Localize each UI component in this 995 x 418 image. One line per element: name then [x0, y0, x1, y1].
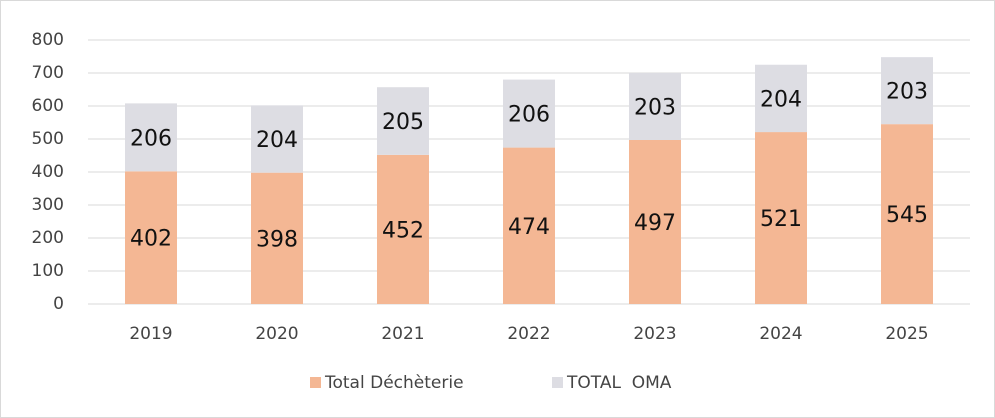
bar-segment — [503, 79, 555, 148]
y-tick-label: 400 — [32, 162, 64, 182]
data-label: 545 — [886, 203, 928, 228]
legend-swatch — [310, 377, 321, 388]
y-tick-label: 800 — [32, 30, 64, 50]
y-tick-label: 500 — [32, 129, 64, 149]
bar-segment — [125, 171, 177, 304]
data-label: 206 — [508, 103, 550, 128]
y-tick-label: 0 — [53, 294, 64, 314]
data-label: 452 — [382, 218, 424, 243]
bar-segment — [503, 147, 555, 304]
data-label: 521 — [760, 207, 802, 232]
x-tick-label: 2022 — [507, 324, 550, 344]
bar-segment — [629, 73, 681, 140]
y-tick-label: 200 — [32, 228, 64, 248]
bar-segment — [125, 103, 177, 172]
bar-segment — [377, 154, 429, 304]
bar-segment — [755, 132, 807, 304]
y-tick-label: 300 — [32, 195, 64, 215]
x-tick-label: 2024 — [759, 324, 802, 344]
y-tick-label: 700 — [32, 63, 64, 83]
bar-segment — [377, 87, 429, 155]
bar-segment — [755, 64, 807, 133]
data-label: 402 — [130, 227, 172, 252]
legend-label: TOTAL OMA — [566, 373, 672, 393]
bar-segment — [881, 124, 933, 305]
x-tick-label: 2020 — [255, 324, 298, 344]
data-label: 497 — [634, 211, 676, 236]
data-label: 474 — [508, 215, 550, 240]
x-tick-label: 2021 — [381, 324, 424, 344]
legend-swatch — [552, 377, 563, 388]
bar-segment — [251, 105, 303, 173]
data-label: 206 — [130, 126, 172, 151]
bar-segment — [881, 57, 933, 125]
data-label: 398 — [256, 227, 298, 252]
data-label: 204 — [256, 128, 298, 153]
x-tick-label: 2019 — [129, 324, 172, 344]
x-tick-label: 2025 — [885, 324, 928, 344]
bar-segment — [629, 139, 681, 304]
data-label: 205 — [382, 110, 424, 135]
bar-segment — [251, 172, 303, 304]
data-label: 203 — [634, 95, 676, 120]
legend-label: Total Déchèterie — [324, 373, 464, 393]
x-tick-label: 2023 — [633, 324, 676, 344]
data-label: 204 — [760, 87, 802, 112]
y-tick-label: 100 — [32, 261, 64, 281]
y-tick-label: 600 — [32, 96, 64, 116]
data-label: 203 — [886, 80, 928, 105]
